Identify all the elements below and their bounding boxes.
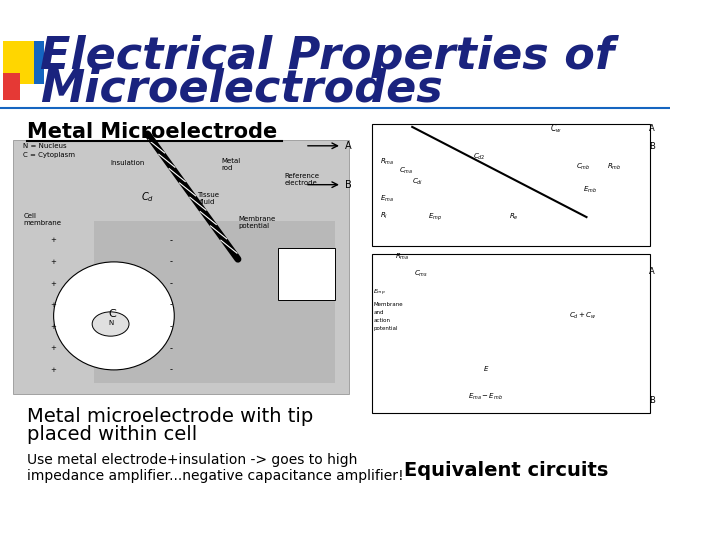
Text: Insulation: Insulation	[110, 160, 145, 166]
Text: C = Cytoplasm: C = Cytoplasm	[24, 152, 76, 158]
Text: $C_{ma}$: $C_{ma}$	[399, 166, 413, 176]
Text: +: +	[50, 367, 57, 373]
Bar	[372, 254, 650, 413]
Text: $E_{ma}$: $E_{ma}$	[380, 194, 394, 204]
Text: potential: potential	[374, 326, 398, 331]
Text: B: B	[649, 143, 654, 151]
Text: +: +	[50, 259, 57, 265]
Text: -: -	[169, 279, 172, 288]
Text: Reference
electrode: Reference electrode	[285, 173, 320, 186]
Text: B: B	[345, 180, 352, 190]
Text: $R_i$: $R_i$	[380, 211, 388, 221]
Text: action: action	[374, 318, 390, 323]
Text: Microelectrodes: Microelectrodes	[40, 68, 443, 111]
Text: +: +	[50, 323, 57, 330]
Text: $R_{mb}$: $R_{mb}$	[606, 163, 621, 172]
Text: $C_w$: $C_w$	[551, 122, 562, 135]
Bar	[14, 140, 348, 394]
Bar	[372, 124, 650, 246]
Ellipse shape	[92, 312, 129, 336]
Text: $C_{d2}$: $C_{d2}$	[473, 152, 485, 161]
Text: $E_{ma} - E_{mb}$: $E_{ma} - E_{mb}$	[469, 392, 503, 402]
Text: N: N	[108, 320, 113, 326]
Text: -: -	[169, 344, 172, 353]
Text: Use metal electrode+insulation -> goes to high: Use metal electrode+insulation -> goes t…	[27, 453, 357, 467]
Text: C: C	[109, 309, 117, 319]
Text: $C_d + C_w$: $C_d + C_w$	[570, 311, 597, 321]
Text: $C_d$: $C_d$	[141, 190, 154, 204]
Bar	[94, 221, 335, 383]
Text: Metal Microelectrode: Metal Microelectrode	[27, 122, 277, 143]
Text: +: +	[50, 280, 57, 287]
Text: N = Nucleus: N = Nucleus	[24, 144, 67, 150]
Text: Electrical Properties of: Electrical Properties of	[40, 35, 614, 78]
Text: +: +	[50, 237, 57, 244]
Text: -: -	[169, 258, 172, 266]
Text: A: A	[345, 141, 352, 151]
Text: $C_{ms}$: $C_{ms}$	[414, 269, 428, 279]
Text: Equivalent circuits: Equivalent circuits	[404, 461, 608, 481]
Text: A: A	[649, 124, 654, 133]
Text: Metal
rod: Metal rod	[221, 158, 240, 171]
Text: Cell
membrane: Cell membrane	[24, 213, 61, 226]
Text: A: A	[649, 267, 654, 276]
Text: $E$: $E$	[482, 364, 489, 373]
Text: +: +	[50, 345, 57, 352]
Text: Membrane
potential: Membrane potential	[238, 216, 275, 229]
Bar	[4, 40, 34, 84]
Text: Membrane: Membrane	[374, 301, 403, 307]
Text: $E_{mp}$: $E_{mp}$	[428, 211, 441, 223]
Text: and: and	[374, 309, 384, 315]
Text: $C_{di}$: $C_{di}$	[413, 177, 423, 186]
Text: -: -	[169, 236, 172, 245]
Bar	[4, 73, 20, 100]
Text: -: -	[169, 366, 172, 374]
Ellipse shape	[53, 262, 174, 370]
Text: $E_{mb}$: $E_{mb}$	[583, 185, 597, 195]
Text: $R_{ma}$: $R_{ma}$	[380, 157, 395, 167]
Text: $C_{mb}$: $C_{mb}$	[577, 163, 591, 172]
Text: +: +	[50, 302, 57, 308]
Text: -: -	[169, 301, 172, 309]
Text: B: B	[649, 396, 654, 405]
Text: Metal microelectrode with tip: Metal microelectrode with tip	[27, 407, 313, 427]
Text: $E_{mp}$: $E_{mp}$	[374, 288, 386, 298]
Text: $R_e$: $R_e$	[510, 212, 519, 222]
Text: placed within cell: placed within cell	[27, 425, 197, 444]
Bar	[278, 248, 335, 300]
Bar	[17, 40, 44, 84]
Text: -: -	[169, 322, 172, 331]
Text: $R_{ma}$: $R_{ma}$	[395, 252, 410, 261]
Text: Tissue
fluid: Tissue fluid	[197, 192, 219, 205]
Text: impedance amplifier...negative capacitance amplifier!: impedance amplifier...negative capacitan…	[27, 469, 403, 483]
